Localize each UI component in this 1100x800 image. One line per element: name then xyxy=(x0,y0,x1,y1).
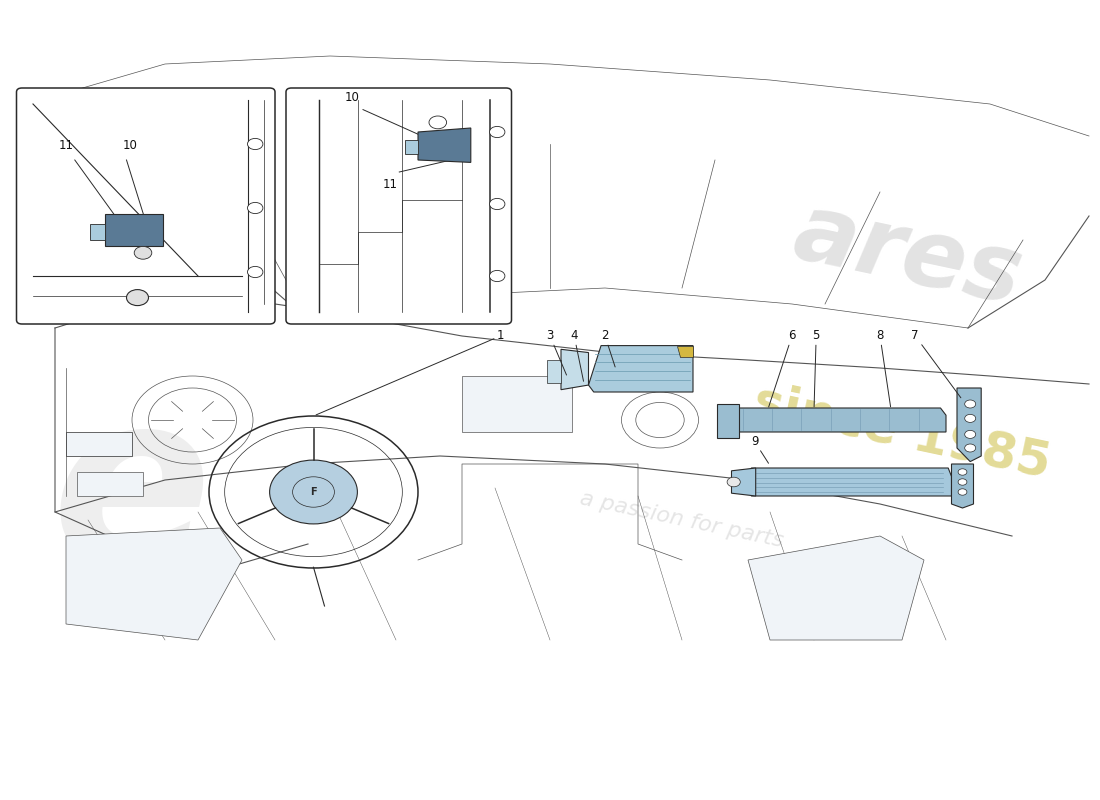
Circle shape xyxy=(965,400,976,408)
Polygon shape xyxy=(561,350,588,390)
Text: 6: 6 xyxy=(769,330,795,407)
Circle shape xyxy=(490,198,505,210)
Polygon shape xyxy=(66,528,242,640)
Circle shape xyxy=(958,469,967,475)
Circle shape xyxy=(429,116,447,129)
Circle shape xyxy=(270,460,358,524)
FancyBboxPatch shape xyxy=(16,88,275,324)
Text: 9: 9 xyxy=(751,435,769,463)
Polygon shape xyxy=(462,376,572,432)
Circle shape xyxy=(965,444,976,452)
Polygon shape xyxy=(77,472,143,496)
Polygon shape xyxy=(751,468,952,496)
Polygon shape xyxy=(66,432,132,456)
Text: since 1985: since 1985 xyxy=(749,377,1055,487)
Polygon shape xyxy=(748,536,924,640)
Text: F: F xyxy=(310,487,317,497)
Text: 11: 11 xyxy=(383,178,398,190)
Polygon shape xyxy=(418,128,471,162)
Circle shape xyxy=(126,290,148,306)
Text: 10: 10 xyxy=(122,139,138,152)
Circle shape xyxy=(490,126,505,138)
Polygon shape xyxy=(90,224,104,240)
Polygon shape xyxy=(588,346,693,392)
Text: a passion for parts: a passion for parts xyxy=(579,489,785,551)
Polygon shape xyxy=(104,214,163,246)
Polygon shape xyxy=(957,388,981,462)
Text: 5: 5 xyxy=(813,330,820,407)
Polygon shape xyxy=(405,140,418,154)
Circle shape xyxy=(248,202,263,214)
Circle shape xyxy=(958,478,967,485)
Circle shape xyxy=(727,477,740,486)
Text: 2: 2 xyxy=(602,330,615,367)
Circle shape xyxy=(134,246,152,259)
FancyBboxPatch shape xyxy=(286,88,512,324)
Text: e: e xyxy=(52,382,212,610)
Circle shape xyxy=(965,414,976,422)
Circle shape xyxy=(958,489,967,495)
Text: 10: 10 xyxy=(344,91,360,104)
Text: 4: 4 xyxy=(571,330,583,382)
Polygon shape xyxy=(726,408,946,432)
Circle shape xyxy=(490,270,505,282)
Polygon shape xyxy=(547,359,561,382)
Text: 3: 3 xyxy=(547,330,567,375)
Text: 8: 8 xyxy=(877,330,891,407)
Text: 11: 11 xyxy=(58,139,74,152)
Polygon shape xyxy=(717,404,739,438)
Circle shape xyxy=(248,138,263,150)
Text: 1: 1 xyxy=(316,330,504,415)
Circle shape xyxy=(248,266,263,278)
Circle shape xyxy=(965,430,976,438)
Polygon shape xyxy=(678,346,693,357)
Text: 7: 7 xyxy=(912,330,961,398)
Polygon shape xyxy=(732,468,756,496)
Text: ares: ares xyxy=(785,187,1030,325)
Polygon shape xyxy=(952,464,974,508)
